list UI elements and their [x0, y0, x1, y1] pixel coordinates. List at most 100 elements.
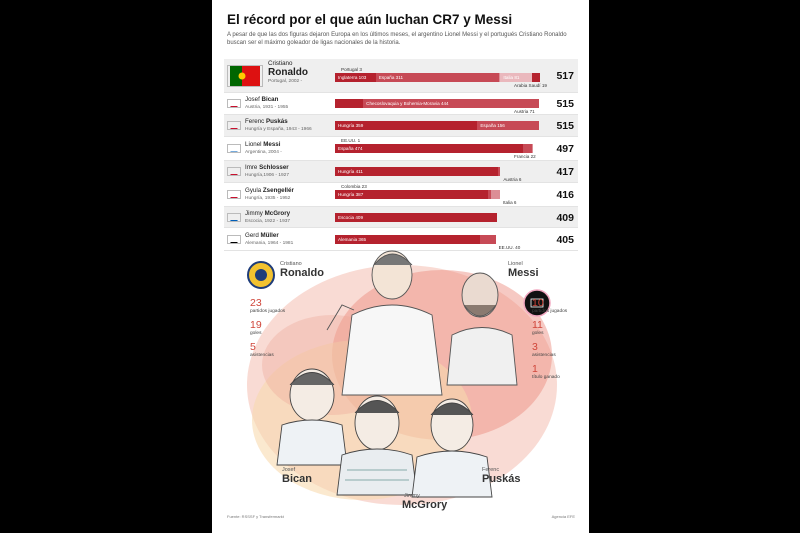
stat-value: 1	[532, 363, 538, 375]
scorer-name: Josef Bican	[245, 96, 278, 103]
segment-label: Alemania 365	[338, 236, 367, 242]
scorer-last-name: McGrory	[264, 209, 291, 217]
scorer-first-name: Jimmy	[245, 209, 263, 217]
bar-segment: España 311	[375, 73, 500, 82]
messi-portrait	[446, 272, 518, 386]
stat-value: 11	[532, 319, 543, 331]
stacked-bar: Checoslovaquia y Bohemia-Moravia 444	[335, 99, 540, 108]
germany-flag-icon	[227, 234, 241, 244]
scorer-name: Imre Schlosser	[245, 164, 289, 171]
scorer-info: Argentina, 2004 -	[245, 150, 282, 155]
scorer-row: Jimmy McGrory Escocia, 1922 - 1937 409 Esco…	[224, 207, 578, 228]
bar-segment: Escocia 409	[335, 212, 498, 222]
scorer-total: 515	[556, 120, 574, 132]
messi-first-name: Lionel	[508, 261, 523, 267]
stat-value: 19	[250, 319, 262, 331]
bar-segment	[335, 99, 364, 108]
bar-segment: Italia 81	[500, 73, 533, 82]
bican-first-name: Josef	[282, 467, 296, 473]
bican-portrait	[276, 368, 348, 466]
bar-segment: Hungría 387	[335, 190, 489, 199]
scorer-row: Gyula Zsengellér Hungría, 1935 - 1952 416 H…	[224, 183, 578, 207]
scorer-total: 405	[556, 233, 574, 246]
stat-value: 10	[532, 297, 544, 309]
scorer-total: 515	[556, 98, 574, 110]
stat-label: goles	[250, 331, 262, 336]
segment-label: Italia 81	[503, 75, 520, 80]
stacked-bar: Hungría 359 España 156	[335, 121, 540, 130]
bar-segment	[490, 190, 500, 199]
ronaldo-portrait	[326, 250, 443, 396]
bar-segment: Hungría 359	[335, 121, 478, 130]
ronaldo-first-name: Cristiano	[280, 261, 302, 267]
bar-segment: España 474	[335, 144, 523, 153]
bican-last-name: Bican	[282, 473, 312, 485]
scorer-info: Portugal, 2002 -	[268, 79, 303, 84]
scorer-total: 497	[556, 143, 574, 155]
segment-label: Hungría 387	[338, 192, 364, 197]
stat-label: asistencias	[250, 353, 274, 358]
scorer-info: Hungría, 1935 - 1952	[245, 196, 291, 201]
stacked-bar: España 474	[335, 144, 540, 153]
scorer-last-name: Bican	[261, 96, 279, 103]
inter-miami-logo-icon	[523, 289, 551, 317]
scorer-total: 416	[556, 189, 574, 201]
segment-label: España 311	[378, 75, 404, 80]
segment-note: Austria 6	[503, 177, 522, 182]
bar-segment: España 156	[477, 121, 540, 130]
scorer-last-name: Schlosser	[259, 164, 289, 171]
bar-segment	[497, 167, 501, 176]
stat-label: goles	[532, 331, 544, 336]
scorer-first-name: Cristiano	[268, 60, 293, 67]
segment-note: Austria 71	[514, 109, 535, 114]
scorer-last-name: Ronaldo	[268, 67, 308, 78]
stacked-bar: Inglaterra 103 España 311 Italia 81	[335, 73, 540, 82]
stat-value: 5	[250, 341, 256, 353]
hungary-flag-icon	[227, 167, 241, 176]
scorer-name: Gyula Zsengellér	[245, 187, 294, 194]
page-subtitle: A pesar de que las dos figuras dejaron E…	[227, 32, 567, 46]
mcgrory-portrait	[336, 395, 418, 496]
stat-label: partidos jugados	[250, 309, 286, 314]
segment-note: Italia 6	[502, 200, 517, 205]
scorer-name: Jimmy McGrory	[245, 210, 290, 217]
scorer-first-name: Gyula	[245, 187, 262, 194]
bar-segment	[532, 73, 540, 82]
stat-label: título ganado	[532, 375, 560, 380]
segment-note: EE.UU. 1	[341, 138, 361, 143]
puskas-portrait	[411, 398, 493, 498]
messi-last-name: Messi	[508, 267, 539, 279]
hungary-flag-icon	[227, 121, 241, 130]
mcgrory-last-name: McGrory	[402, 499, 448, 511]
scorer-info: Escocia, 1922 - 1937	[245, 218, 291, 224]
page-title: El récord por el que aún luchan CR7 y Me…	[227, 12, 513, 27]
scorer-total: 517	[556, 70, 574, 82]
bar-segment	[522, 144, 532, 153]
scorer-name: Gerd Müller	[245, 232, 279, 239]
segment-note: EE.UU. 40	[498, 244, 521, 250]
scorer-first-name: Imre	[245, 164, 258, 171]
bar-segment: Inglaterra 103	[335, 73, 376, 82]
stacked-bar: Alemania 365	[335, 234, 540, 244]
stacked-bar: Hungría 411	[335, 167, 540, 176]
stat-value: 3	[532, 341, 538, 353]
scorer-info: Hungría y España, 1943 - 1966	[245, 127, 312, 132]
segment-label: Checoslovaquia y Bohemia-Moravia 444	[366, 101, 449, 106]
scorer-name: Ferenc Puskás	[245, 118, 288, 125]
infographic-page: El récord por el que aún luchan CR7 y Me…	[212, 0, 589, 533]
stat-label: asistencias	[532, 353, 556, 358]
austria-flag-icon	[227, 99, 241, 108]
segment-note: Colombia 23	[341, 184, 367, 189]
segment-label: Hungría 411	[338, 169, 363, 174]
scorer-info: Alemania, 1964 - 1981	[245, 240, 294, 246]
scorer-info: Hungría,1906 - 1927	[245, 173, 290, 178]
segment-label: España 474	[338, 146, 363, 151]
scorer-name: Lionel Messi	[245, 141, 280, 148]
scorer-info: Austria, 1931 - 1955	[245, 105, 289, 110]
ronaldo-last-name: Ronaldo	[280, 267, 324, 279]
players-illustration	[247, 250, 557, 505]
scorer-row: Imre Schlosser Hungría,1906 - 1927 417 Hung…	[224, 161, 578, 183]
segment-note: Francia 22	[514, 154, 536, 159]
segment-note: Arabia Saudí 19	[514, 83, 547, 88]
argentina-flag-icon	[227, 144, 241, 153]
